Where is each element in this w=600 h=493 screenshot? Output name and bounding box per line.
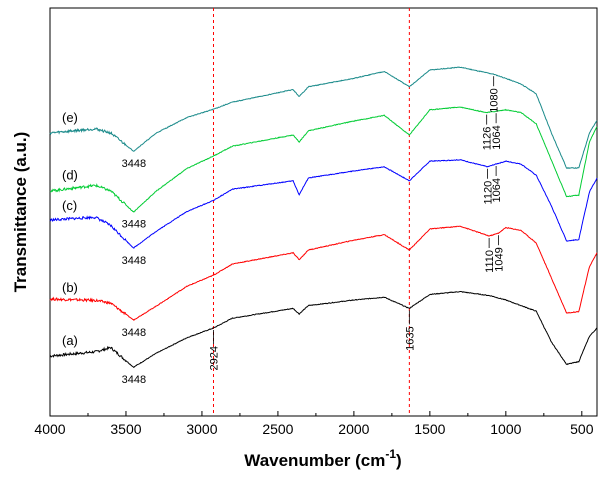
y-axis-title: Transmittance (a.u.) — [11, 132, 30, 293]
x-tick-label: 500 — [570, 421, 594, 437]
x-tick-label: 1000 — [490, 421, 521, 437]
series-line — [49, 106, 598, 213]
x-axis-title-suffix: ) — [396, 451, 402, 470]
x-axis-title-main: Wavenumber (cm — [244, 451, 385, 470]
peak-label: 3448 — [122, 255, 146, 267]
peak-label: 3448 — [122, 158, 146, 170]
peak-label: 3448 — [122, 219, 146, 231]
curve-label: (d) — [62, 167, 78, 182]
peak-label: 1049 — [493, 247, 505, 271]
peak-label: 1064 — [491, 125, 503, 149]
x-tick-label: 4000 — [34, 421, 65, 437]
reference-lines — [212, 8, 410, 416]
series-line — [49, 291, 598, 369]
peak-label: 1635 — [404, 326, 416, 350]
x-tick-label: 2000 — [338, 421, 369, 437]
curve-label: (b) — [62, 280, 78, 295]
curve-label: (a) — [62, 333, 78, 348]
peak-label: 1120 — [483, 181, 495, 205]
peak-label: 1126 — [482, 127, 494, 151]
series-line — [49, 66, 598, 169]
peak-label: 3448 — [122, 374, 146, 386]
series-group — [49, 66, 598, 369]
peak-annotations: 3448292416353448111010493448112010643448… — [122, 76, 505, 386]
peak-label: 1080 — [489, 88, 501, 112]
x-tick-label: 2500 — [262, 421, 293, 437]
peak-label: 1110 — [484, 250, 496, 273]
curve-labels: (a) (b) (c) (d) (e) — [62, 110, 78, 348]
curve-label: (c) — [62, 198, 77, 213]
x-tick-label: 3500 — [110, 421, 141, 437]
x-axis-title-sup: -1 — [385, 447, 396, 461]
plot-frame — [49, 7, 598, 417]
x-tick-label: 3000 — [186, 421, 217, 437]
peak-label: 3448 — [122, 327, 146, 339]
peak-label: 1064 — [491, 178, 503, 202]
peak-label: 2924 — [208, 346, 220, 370]
x-axis-ticks: 4000 3500 3000 2500 2000 1500 1000 500 — [34, 411, 594, 437]
series-line — [49, 158, 598, 249]
x-tick-label: 1500 — [414, 421, 445, 437]
curve-label: (e) — [62, 110, 78, 125]
x-axis-title: Wavenumber (cm-1) — [244, 447, 401, 470]
series-line — [49, 225, 598, 321]
